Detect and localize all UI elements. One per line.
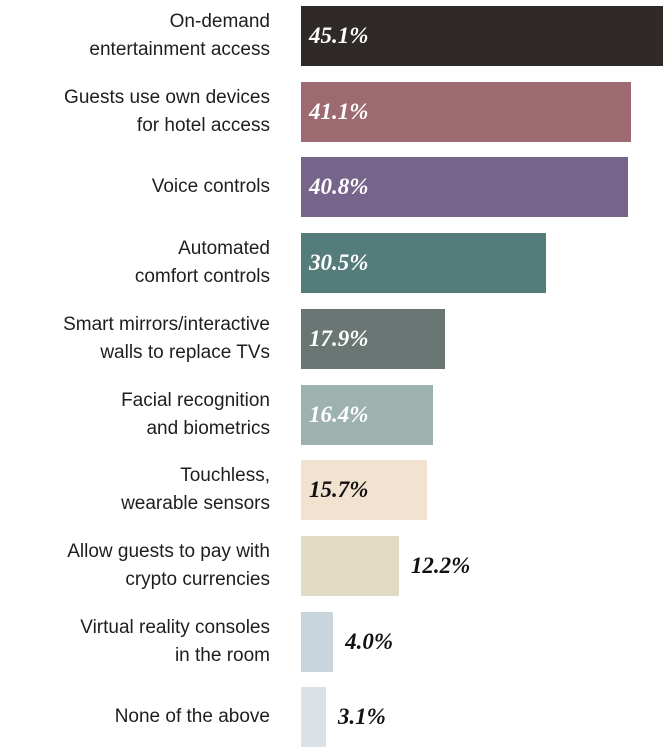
value-label: 15.7% — [309, 477, 369, 503]
category-label: On-demand entertainment access — [89, 11, 270, 60]
bar — [301, 157, 629, 218]
value-label: 17.9% — [309, 325, 369, 351]
category-label: Virtual reality consoles in the room — [80, 616, 270, 666]
value-label: 30.5% — [309, 250, 369, 276]
bar — [301, 384, 433, 445]
category-label: Automated comfort controls — [134, 238, 270, 288]
bar — [301, 611, 334, 672]
value-label: 3.1% — [337, 704, 386, 730]
category-label: Voice controls — [151, 176, 270, 198]
value-label: 40.8% — [309, 174, 369, 200]
bar — [301, 460, 428, 521]
value-label: 45.1% — [309, 23, 369, 48]
category-label: Touchless, wearable sensors — [121, 465, 270, 515]
bar — [301, 308, 445, 369]
bar — [301, 81, 631, 142]
bar — [301, 535, 399, 596]
category-label: Guests use own devices for hotel access — [64, 86, 270, 136]
category-label: Allow guests to pay with crypto currenci… — [67, 540, 270, 590]
value-label: 12.2% — [410, 552, 471, 578]
bar — [301, 6, 663, 66]
value-label: 41.1% — [309, 98, 369, 124]
category-label: Facial recognition and biometrics — [121, 389, 270, 439]
value-label: 4.0% — [345, 628, 394, 654]
category-label: Smart mirrors/interactive walls to repla… — [63, 313, 270, 363]
category-label: None of the above — [114, 706, 270, 728]
value-label: 16.4% — [309, 401, 369, 427]
bar — [301, 687, 326, 747]
bar — [301, 233, 546, 294]
